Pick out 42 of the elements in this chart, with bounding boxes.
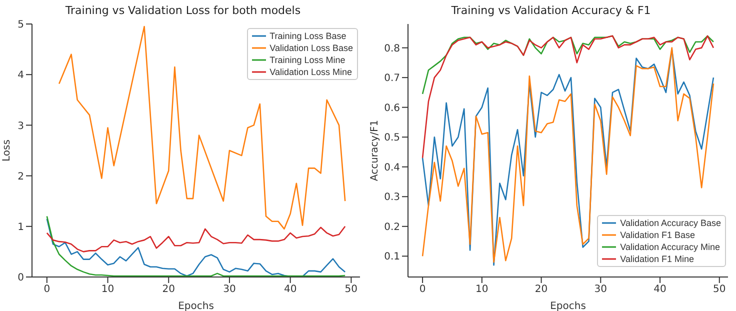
y-tick-label: 0.2 (384, 222, 400, 233)
y-tick-label: 4 (18, 70, 24, 82)
x-axis-title: Epochs (178, 301, 214, 311)
y-tick-label: 2 (18, 171, 24, 182)
y-tick-label: 0.7 (384, 73, 400, 84)
line-series (46, 226, 346, 252)
y-axis-title: Loss (2, 140, 13, 162)
legend-label: Validation Loss Base (270, 42, 353, 54)
x-tick-label: 40 (284, 284, 297, 296)
x-tick-label: 0 (419, 284, 426, 296)
legend-label: Validation Loss Mine (270, 66, 352, 78)
y-tick-label: 0.6 (384, 102, 400, 114)
y-tick-label: 5 (18, 20, 24, 31)
x-tick-label: 10 (101, 284, 114, 296)
line-series (422, 35, 714, 159)
x-tick-label: 50 (344, 284, 358, 296)
legend-label: Validation Accuracy Mine (620, 241, 720, 253)
legend-label: Validation F1 Mine (620, 253, 694, 265)
legend-label: Training Loss Base (270, 30, 346, 42)
x-tick-label: 0 (44, 284, 50, 296)
x-axis-title: Epochs (550, 301, 586, 311)
chart-title: Training vs Validation Accuracy & F1 (450, 4, 652, 17)
x-tick-label: 50 (713, 284, 726, 296)
x-tick-label: 40 (654, 284, 666, 296)
y-tick-label: 0.8 (384, 43, 400, 54)
y-tick-label: 0 (18, 272, 24, 284)
y-tick-label: 0.3 (384, 192, 400, 204)
y-tick-label: 0.5 (384, 132, 400, 144)
x-tick-label: 30 (223, 284, 236, 296)
x-tick-label: 10 (476, 284, 488, 296)
legend-label: Validation F1 Base (620, 229, 695, 241)
y-tick-label: 3 (18, 120, 24, 132)
y-tick-label: 0.4 (384, 162, 400, 174)
y-tick-label: 1 (18, 222, 24, 233)
y-tick-label: 0.1 (384, 252, 400, 263)
legend-label: Validation Accuracy Base (620, 217, 721, 229)
x-tick-label: 20 (534, 284, 548, 296)
x-tick-label: 20 (162, 284, 175, 296)
y-axis-title: Accuracy/F1 (370, 120, 381, 182)
x-tick-label: 30 (594, 284, 608, 296)
chart-title: Training vs Validation Loss for both models (64, 4, 302, 17)
legend-label: Training Loss Mine (270, 54, 346, 66)
